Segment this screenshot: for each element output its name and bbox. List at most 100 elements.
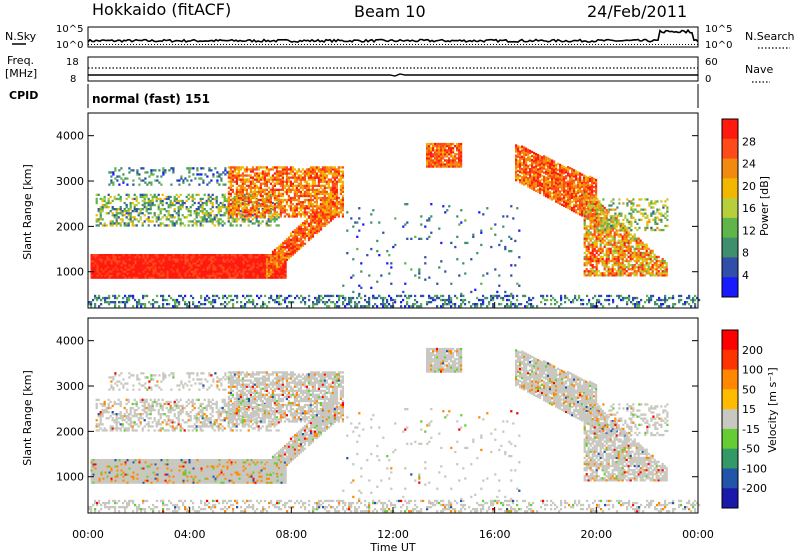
power-cell [539, 173, 542, 176]
power-cell [126, 262, 129, 265]
power-cell [325, 196, 328, 200]
power-cell [617, 223, 620, 226]
power-cell [563, 184, 566, 187]
power-cell [188, 270, 191, 273]
power-cell [244, 262, 247, 265]
power-cell [220, 266, 223, 269]
power-cell [122, 262, 125, 265]
power-cell [523, 160, 526, 164]
power-cell [235, 220, 238, 223]
power-cell [190, 264, 193, 267]
power-cell [547, 190, 550, 193]
power-cell [249, 215, 252, 218]
power-cell [229, 186, 232, 189]
power-cell [100, 268, 103, 271]
power-cell [436, 161, 439, 164]
power-cell [295, 231, 299, 234]
power-cell [597, 262, 600, 265]
power-cell [235, 224, 238, 227]
power-cell [569, 193, 572, 196]
power-cell [313, 231, 317, 234]
power-cell [166, 274, 169, 277]
power-cell [253, 168, 256, 171]
power-cell [108, 272, 111, 275]
power-cell [176, 266, 179, 269]
power-cell [113, 208, 116, 211]
power-cell [428, 142, 431, 146]
power-cell [269, 218, 272, 221]
power-cell [295, 235, 299, 238]
power-cell [247, 174, 250, 177]
power-cell [269, 262, 273, 265]
power-cell [284, 264, 287, 267]
power-cell [583, 251, 586, 255]
power-cell [517, 176, 520, 179]
power-cell [301, 184, 304, 187]
power-cell [260, 260, 263, 263]
power-cell [247, 192, 250, 196]
power-cell [206, 264, 209, 267]
power-cell [136, 270, 139, 273]
power-cell [151, 201, 154, 205]
power-cell [118, 183, 121, 186]
power-cell [585, 204, 588, 208]
power-cell [255, 184, 258, 187]
power-cell [159, 197, 162, 201]
power-cell [285, 242, 289, 245]
power-cell [547, 177, 550, 180]
power-cell [156, 260, 159, 263]
power-cell [448, 142, 451, 146]
power-cell [186, 179, 189, 182]
power-cell [124, 258, 127, 261]
power-cell [202, 268, 205, 271]
power-cell [144, 171, 147, 174]
power-cell [339, 186, 342, 189]
power-cell [321, 180, 324, 183]
power-cell [563, 178, 566, 181]
power-cell [442, 145, 445, 148]
power-cell [605, 251, 608, 255]
power-cell [597, 223, 600, 226]
power-cell [177, 206, 180, 209]
power-cell [287, 254, 291, 258]
power-cell [297, 239, 301, 243]
power-cell [199, 203, 202, 207]
power-cell [335, 207, 338, 210]
power-cell [295, 186, 298, 189]
power-cell [581, 191, 584, 195]
power-cell [317, 217, 321, 221]
power-cell [295, 227, 299, 230]
power-cell [249, 211, 252, 214]
power-cell [205, 199, 208, 203]
power-cell [291, 188, 294, 191]
power-cell [236, 262, 239, 265]
power-cell [541, 182, 544, 185]
power-cell [202, 167, 205, 170]
power-cell [537, 154, 540, 157]
power-cell [143, 206, 146, 209]
power-cell [284, 260, 287, 263]
power-cell [325, 223, 329, 226]
power-cell [611, 243, 614, 246]
power-cell [180, 254, 183, 257]
power-cell [583, 209, 586, 212]
power-cell [281, 252, 285, 255]
power-cell [259, 186, 262, 189]
power-cell [196, 262, 199, 265]
power-cell [146, 266, 149, 269]
power-cell [309, 225, 313, 228]
power-cell [450, 161, 453, 164]
power-cell [127, 208, 130, 211]
power-cell [114, 260, 117, 263]
power-cell [289, 207, 292, 210]
power-cell [119, 197, 122, 201]
power-cell [587, 257, 590, 261]
power-cell [575, 174, 578, 177]
power-cell [567, 194, 570, 197]
power-cell [321, 170, 324, 173]
power-cell [430, 159, 433, 162]
power-cell [434, 142, 437, 146]
power-cell [607, 227, 610, 230]
power-cell [172, 276, 175, 279]
